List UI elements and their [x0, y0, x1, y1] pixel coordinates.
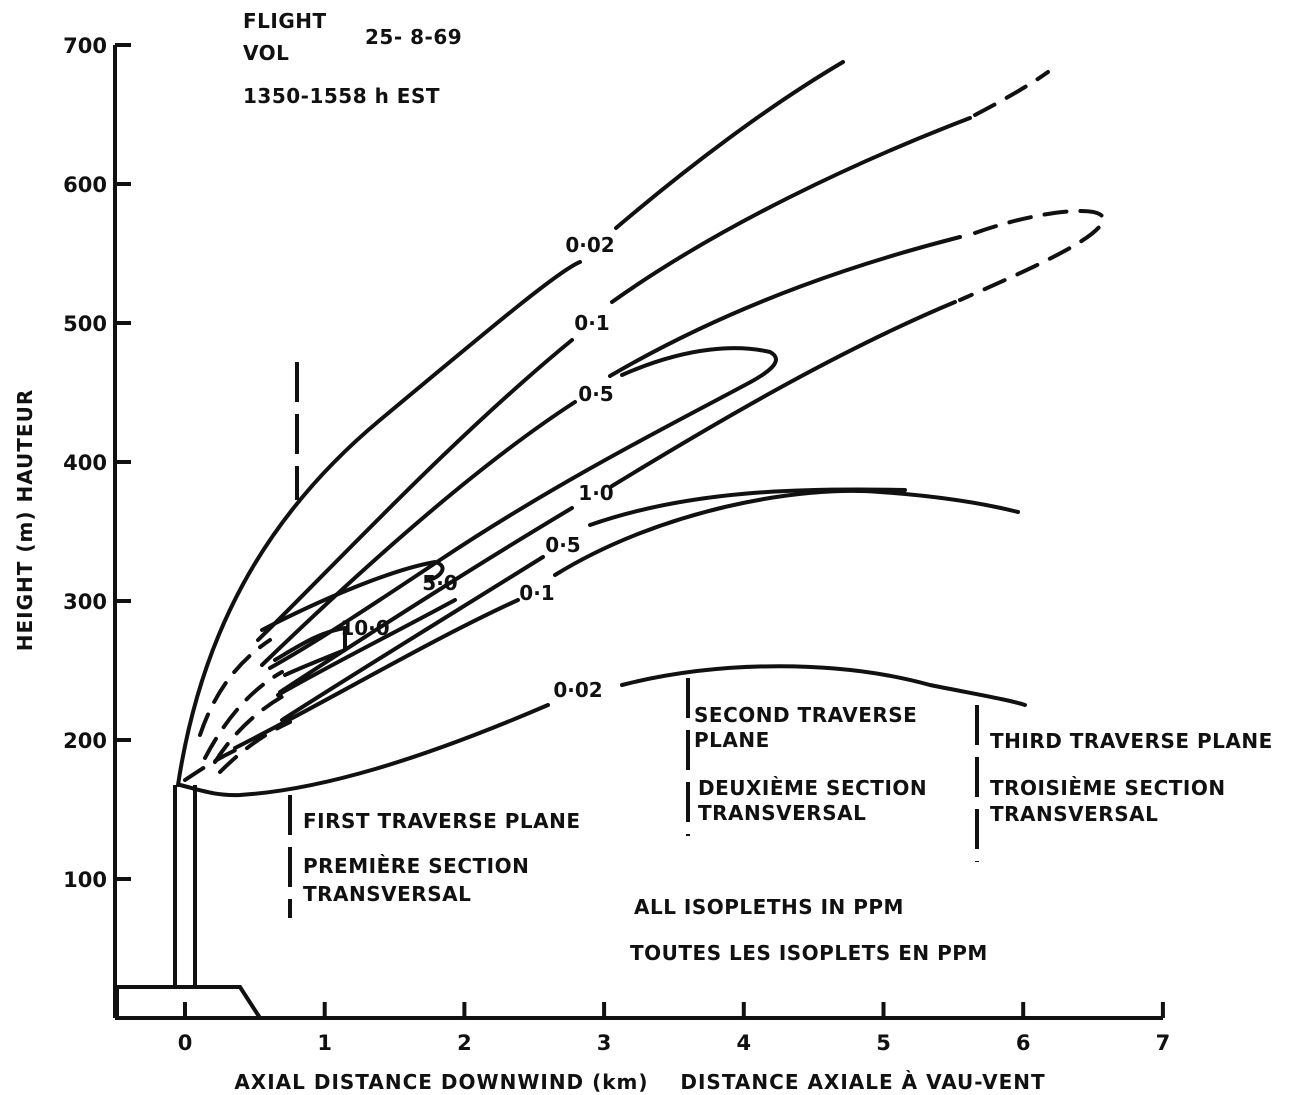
third-plane-label-en: THIRD TRAVERSE PLANE — [990, 729, 1273, 753]
isopleth-0.1-loop-lower — [610, 300, 957, 488]
isopleth-1.0-dashed — [213, 693, 287, 764]
y-axis-title: HEIGHT (m) HAUTEUR — [13, 389, 37, 651]
x-axis-title: AXIAL DISTANCE DOWNWIND (km) DISTANCE AX… — [234, 1070, 1045, 1094]
y-tick-label: 100 — [63, 868, 107, 892]
isopleth-label: 0·02 — [565, 233, 614, 257]
isopleth-5.0-loop — [260, 560, 445, 632]
isopleth-0.5-dashed — [203, 670, 284, 760]
first-traverse-plane-labels: FIRST TRAVERSE PLANE PREMIÈRE SECTION TR… — [303, 809, 581, 906]
isopleth-10.0-loop — [273, 626, 347, 677]
x-tick-label: 1 — [317, 1031, 332, 1055]
x-tick-label: 3 — [597, 1031, 612, 1055]
isopleth-0.5-lower-tail — [588, 487, 907, 527]
axes: 0 1 2 3 4 5 6 7 100 200 300 400 500 600 700 — [63, 34, 1170, 1055]
third-traverse-plane-labels: THIRD TRAVERSE PLANE TROISIÈME SECTION T… — [990, 729, 1273, 826]
first-plane-label-fr-2: TRANSVERSAL — [303, 882, 471, 906]
isopleth-labels: 0·02 0·1 0·5 1·0 0·5 0·1 5·0 10·0 0·02 — [340, 233, 614, 702]
isopleth-0.1-lower-dashed — [183, 746, 242, 782]
x-tick-label: 6 — [1016, 1031, 1031, 1055]
second-plane-label-en-2: PLANE — [694, 728, 770, 752]
isopleth-label: 0·1 — [574, 311, 609, 335]
building-outline — [117, 985, 262, 1020]
isopleth-0.02-upper — [176, 260, 582, 787]
stack-and-building — [115, 785, 262, 1020]
isopleth-0.02-upper-tail — [614, 60, 845, 230]
units-note-fr: TOUTES LES ISOPLETS EN PPM — [630, 941, 988, 965]
isopleth-0.5-loop — [268, 346, 778, 670]
isopleth-5.0-lower — [276, 598, 457, 697]
first-plane-label-en: FIRST TRAVERSE PLANE — [303, 809, 581, 833]
third-plane-label-fr-2: TRANSVERSAL — [990, 802, 1158, 826]
units-note-en: ALL ISOPLETHS IN PPM — [634, 895, 904, 919]
isopleth-0.5-upper — [260, 400, 577, 667]
first-plane-label-fr-1: PREMIÈRE SECTION — [303, 854, 529, 878]
isopleth-0.1-upper-dashed — [198, 638, 272, 737]
second-plane-label-fr-1: DEUXIÈME SECTION — [698, 776, 927, 800]
isopleth-label: 0·02 — [553, 678, 602, 702]
second-traverse-plane-labels: SECOND TRAVERSE PLANE DEUXIÈME SECTION T… — [694, 703, 927, 825]
x-tick-label: 4 — [736, 1031, 751, 1055]
traverse-planes — [288, 362, 979, 918]
flight-header: FLIGHT VOL 25- 8-69 1350-1558 h EST — [243, 9, 462, 108]
isopleth-0.1-loop-upper — [608, 235, 962, 378]
second-plane-label-en-1: SECOND TRAVERSE — [694, 703, 917, 727]
y-tick-label: 300 — [63, 590, 107, 614]
x-tick-label: 5 — [876, 1031, 891, 1055]
vol-label: VOL — [243, 41, 289, 65]
isopleth-label: 1·0 — [578, 481, 613, 505]
isopleth-label: 0·5 — [578, 382, 613, 406]
axis-ticks: 0 1 2 3 4 5 6 7 100 200 300 400 500 600 700 — [63, 34, 1170, 1055]
isopleth-label: 5·0 — [422, 571, 457, 595]
x-tick-label: 0 — [178, 1031, 193, 1055]
isopleth-0.1-upper-tail-dashed — [973, 70, 1050, 117]
isopleth-0.1-upper — [256, 338, 574, 642]
x-tick-label: 2 — [457, 1031, 472, 1055]
isopleth-0.1-lower — [233, 598, 520, 750]
isopleth-label: 0·5 — [545, 533, 580, 557]
y-tick-label: 600 — [63, 173, 107, 197]
flight-time: 1350-1558 h EST — [243, 84, 440, 108]
isopleth-0.5-lower — [280, 555, 545, 722]
y-tick-label: 500 — [63, 312, 107, 336]
isopleth-0.02-lower-tail — [620, 664, 1027, 707]
isopleth-0.1-lower-tail — [553, 488, 1020, 577]
flight-date: 25- 8-69 — [365, 25, 462, 49]
isopleth-0.1-loop-dashed — [958, 209, 1105, 302]
isopleth-curves — [176, 60, 1105, 798]
isopleth-0.1-upper-tail — [610, 116, 972, 304]
isopleth-0.02-lower — [178, 703, 550, 798]
third-plane-label-fr-1: TROISIÈME SECTION — [990, 776, 1226, 800]
isopleth-label: 0·1 — [519, 581, 554, 605]
isopleth-1.0 — [278, 506, 574, 694]
y-tick-label: 400 — [63, 451, 107, 475]
isopleth-label: 10·0 — [340, 616, 389, 640]
y-tick-label: 700 — [63, 34, 107, 58]
x-tick-label: 7 — [1156, 1031, 1171, 1055]
isopleth-0.5-lower-dashed — [218, 720, 292, 774]
second-plane-label-fr-2: TRANSVERSAL — [698, 801, 866, 825]
y-tick-label: 200 — [63, 729, 107, 753]
flight-label: FLIGHT — [243, 9, 327, 33]
